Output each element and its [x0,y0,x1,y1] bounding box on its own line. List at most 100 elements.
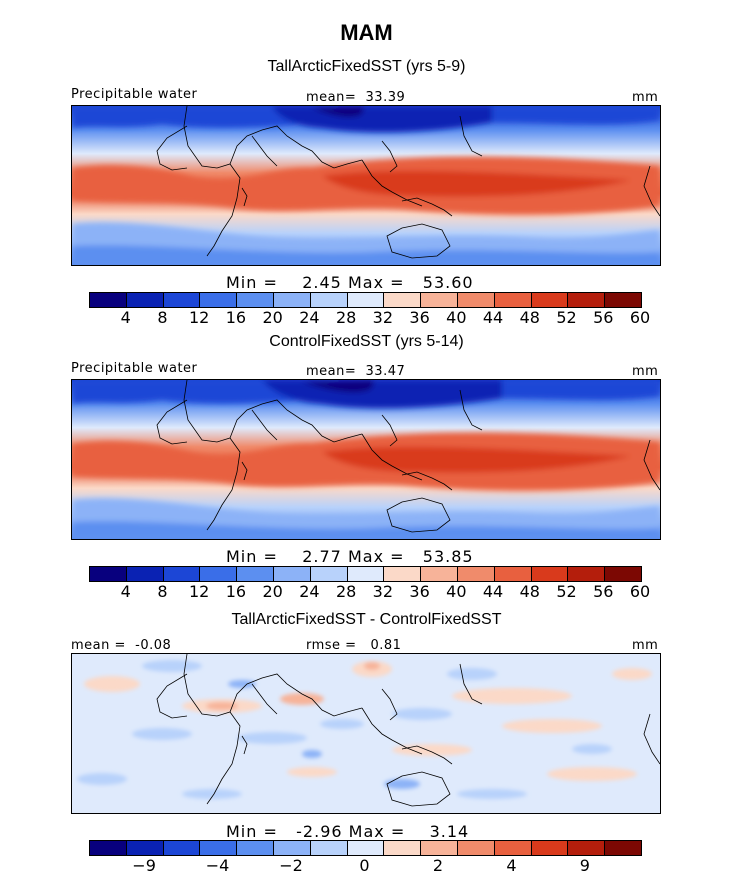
colorbar-tick-label: 36 [409,308,430,327]
colorbar-segment [273,841,311,855]
panel1-colorbar-ticks: 4 8 12 16 20 24 28 32 36 40 44 48 52 56 60 [89,308,651,328]
panel3-mean: mean = -0.08 [71,638,171,653]
colorbar-segment [237,841,274,855]
panel3-min-label: Min = [226,822,278,841]
panel1-coastlines [156,106,660,259]
figure-title: MAM [340,20,393,45]
colorbar-segment [200,841,238,855]
colorbar-segment [200,293,238,307]
colorbar-segment [163,841,201,855]
colorbar-segment [347,293,385,307]
colorbar-segment [568,567,606,581]
panel1-mean-value: 33.39 [365,90,406,105]
colorbar-tick-label: 36 [409,582,430,601]
colorbar-tick-label: 4 [120,308,131,327]
panel3-rmse-value: 0.81 [370,638,402,653]
panel3-rmse-label: rmse = [306,638,357,653]
colorbar-tick-label: 24 [299,308,320,327]
panel2-coastlines [156,380,660,533]
colorbar-tick-label: 60 [629,308,651,327]
colorbar-tick-label: 44 [482,582,504,601]
colorbar-tick-label: 9 [579,856,590,875]
panel2-mean-value: 33.47 [365,364,406,379]
colorbar-segment [310,567,348,581]
colorbar-segment [347,841,385,855]
colorbar-tick-label: 12 [189,582,210,601]
colorbar-tick-label: 40 [446,582,467,601]
panel2-minmax: Min = 2.77 Max = 53.85 [226,547,474,566]
colorbar-segment [273,293,311,307]
colorbar-segment [90,293,127,307]
panel2-map [71,379,661,540]
panel2-colorbar [89,566,642,582]
panel1-colorbar [89,292,642,308]
colorbar-tick-label: 20 [262,308,283,327]
panel1-max-value: 53.60 [422,273,474,292]
panel3-map-field [72,654,660,813]
colorbar-tick-label: −9 [132,856,156,875]
colorbar-segment [421,567,458,581]
panel1-mean-label: mean= [306,90,357,105]
panel3-minmax: Min = -2.96 Max = 3.14 [226,822,469,841]
colorbar-tick-label: 32 [372,582,394,601]
panel3-max-label: Max = [348,822,406,841]
colorbar-tick-label: 28 [335,582,357,601]
colorbar-segment [126,293,164,307]
colorbar-segment [126,567,164,581]
panel3-map [71,653,661,814]
panel2-mean-label: mean= [306,364,357,379]
colorbar-segment [605,841,641,855]
colorbar-tick-label: 4 [506,856,517,875]
colorbar-segment [421,841,458,855]
colorbar-segment [163,567,201,581]
panel1-min-value: 2.45 [302,273,342,292]
panel1-max-label: Max = [347,273,405,292]
panel3-rmse: rmse = 0.81 [306,638,401,653]
colorbar-tick-label: −4 [205,856,230,875]
colorbar-segment [384,293,422,307]
panel1-variable-label: Precipitable water [71,87,198,102]
colorbar-segment [421,293,458,307]
colorbar-tick-label: 44 [482,308,504,327]
colorbar-tick-label: 56 [593,582,614,601]
panel2-mean: mean= 33.47 [306,364,405,379]
colorbar-segment [568,293,606,307]
colorbar-tick-label: 8 [157,308,168,327]
colorbar-segment [310,293,348,307]
colorbar-segment [237,293,274,307]
colorbar-tick-label: 12 [189,308,210,327]
panel2-colorbar-ticks: 4 8 12 16 20 24 28 32 36 40 44 48 52 56 60 [89,582,651,602]
colorbar-tick-label: 56 [593,308,614,327]
colorbar-tick-label: 4 [120,582,131,601]
colorbar-segment [126,841,164,855]
colorbar-segment [494,567,532,581]
colorbar-tick-label: 0 [359,856,370,875]
colorbar-tick-label: 16 [225,308,247,327]
colorbar-tick-label: 16 [225,582,247,601]
colorbar-segment [384,567,422,581]
panel1-subtitle: TallArcticFixedSST (yrs 5-9) [267,58,466,75]
colorbar-segment [384,841,422,855]
panel1-min-label: Min = [226,273,278,292]
colorbar-segment [457,841,495,855]
panel3-min-value: -2.96 [296,822,343,841]
panel2-min-value: 2.77 [302,547,342,566]
colorbar-tick-label: 2 [432,856,444,875]
colorbar-segment [494,841,532,855]
colorbar-segment [347,567,385,581]
colorbar-segment [457,293,495,307]
colorbar-segment [531,293,569,307]
colorbar-tick-label: 52 [556,308,577,327]
colorbar-segment [568,841,606,855]
colorbar-segment [237,567,274,581]
colorbar-tick-label: 40 [446,308,467,327]
panel2-variable-label: Precipitable water [71,361,198,376]
colorbar-tick-label: 8 [157,582,168,601]
colorbar-segment [605,293,641,307]
panel3-units: mm [632,638,659,653]
panel2-units: mm [632,364,659,379]
panel3-max-value: 3.14 [429,822,470,841]
colorbar-tick-label: 48 [519,308,540,327]
panel3-colorbar-ticks: −9 −4 −2 0 2 4 9 [89,856,640,876]
colorbar-tick-label: 32 [372,308,394,327]
